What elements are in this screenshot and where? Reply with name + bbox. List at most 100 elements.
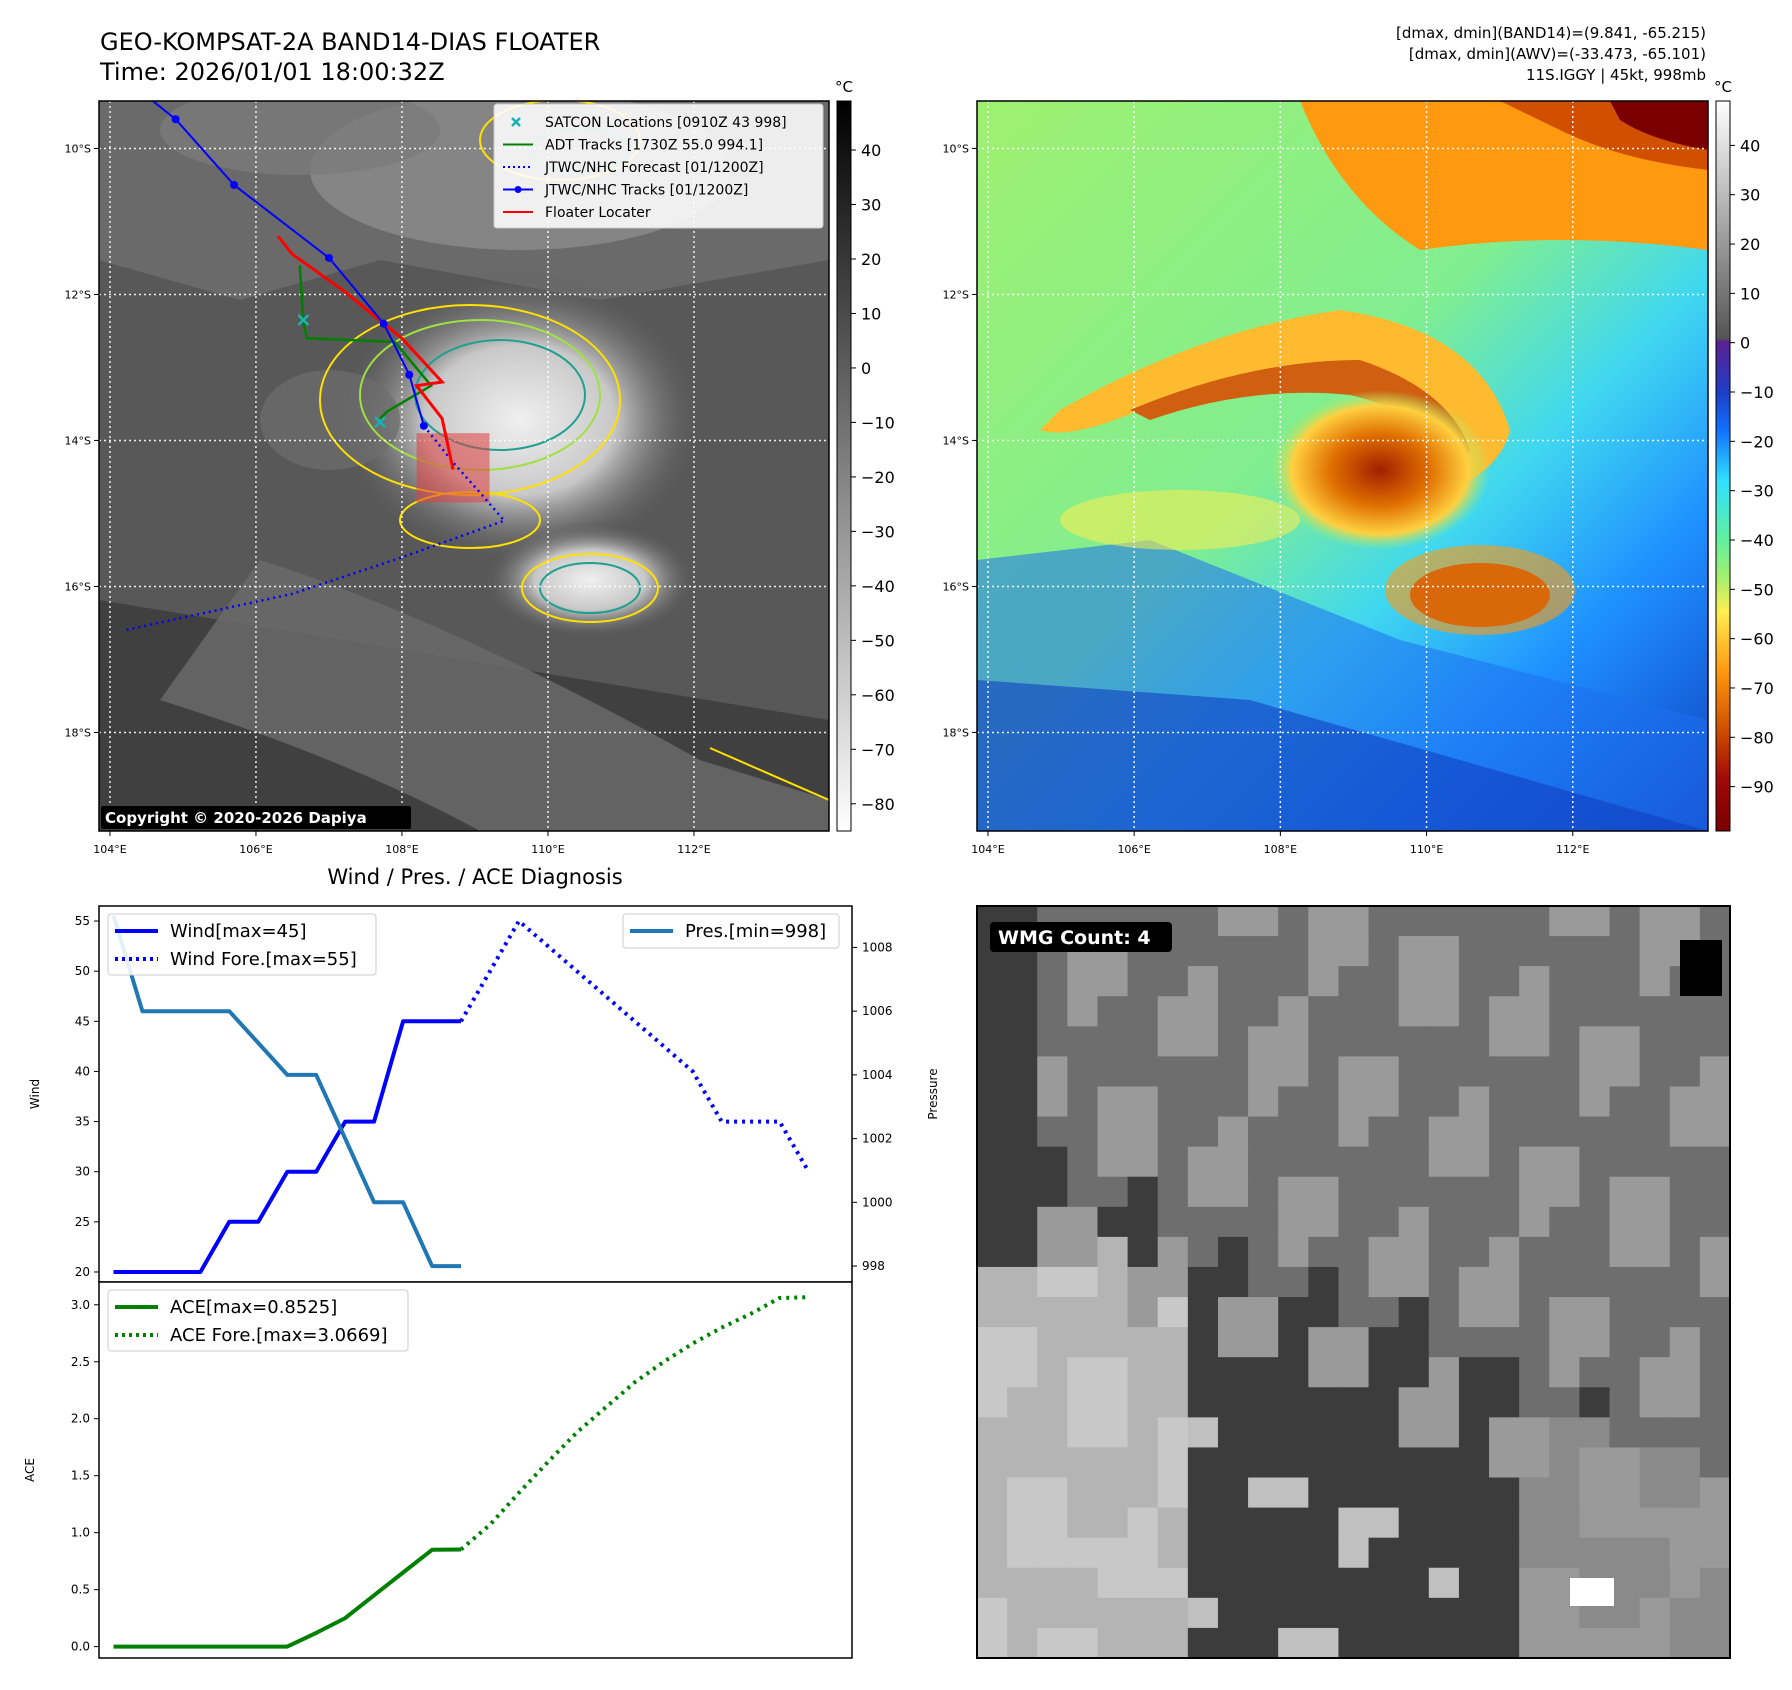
wmg-cell	[1037, 1297, 1068, 1328]
wmg-cell	[1639, 1236, 1671, 1268]
wmg-cell	[1699, 1056, 1731, 1087]
ir-lon-label: 112°E	[677, 843, 710, 856]
wmg-cell	[1217, 1567, 1249, 1599]
wmg-cell	[1398, 1417, 1430, 1448]
wmg-cell	[1699, 1477, 1731, 1509]
pres-lines-line	[111, 915, 461, 1269]
ir-lat-label: 16°S	[65, 580, 91, 593]
wmg-cell	[1519, 1176, 1550, 1208]
info-line-3: 11S.IGGY | 45kt, 998mb	[1526, 66, 1706, 84]
cbarR-ticks-tick-label: −80	[1740, 728, 1774, 747]
wmg-cell	[1308, 1627, 1339, 1659]
wmg-cell	[1368, 996, 1400, 1027]
wmg-cell	[1308, 1086, 1339, 1118]
wmg-cell	[1157, 1597, 1189, 1629]
wv-lon-label: 104°E	[971, 843, 1004, 856]
wmg-cell	[1007, 1627, 1038, 1659]
wmg-cell	[1699, 996, 1731, 1027]
pres-ticks-tick-label: 1006	[862, 1004, 893, 1018]
wmg-cell	[1217, 1026, 1249, 1057]
cbarR-ticks-tick-label: −10	[1740, 383, 1774, 402]
wmg-cell	[1398, 1056, 1430, 1087]
wmg-cell	[1609, 1507, 1641, 1539]
wmg-cell	[1248, 996, 1279, 1027]
wmg-cell	[1368, 1567, 1400, 1599]
wmg-cell	[1489, 1507, 1520, 1539]
wmg-cell	[1067, 966, 1098, 997]
wmg-cell	[1639, 1537, 1671, 1569]
wmg-cell	[1067, 1206, 1098, 1238]
wmg-cell	[1609, 1236, 1641, 1268]
wmg-cell	[1338, 1086, 1370, 1118]
wmg-cell	[1609, 1056, 1641, 1087]
wmg-cell	[1458, 996, 1490, 1027]
wmg-cell	[1489, 1236, 1520, 1268]
wmg-cell	[1248, 1537, 1279, 1569]
wmg-cell	[1368, 1206, 1400, 1238]
satcon-point	[374, 416, 386, 429]
wmg-cell	[1699, 1116, 1731, 1148]
wmg-cell	[1338, 1357, 1370, 1388]
wmg-cell	[1489, 966, 1520, 997]
wmg-cell	[977, 1236, 1008, 1268]
wmg-cell	[1157, 996, 1189, 1027]
wv-lon-label: 110°E	[1410, 843, 1443, 856]
wmg-cell	[1398, 1387, 1430, 1418]
wmg-cell	[1579, 1537, 1611, 1569]
wmg-cell	[1519, 1477, 1550, 1509]
wind-ticks-tick-label: 30	[75, 1165, 90, 1179]
wmg-cell	[1699, 1327, 1731, 1358]
wmg-cell	[1278, 906, 1309, 937]
wmg-cell	[1007, 1026, 1038, 1057]
wmg-cell	[1669, 1417, 1701, 1448]
wmg-cell	[1639, 1026, 1671, 1057]
wmg-cell	[1398, 966, 1430, 997]
wmg-cell	[1037, 1597, 1068, 1629]
ir-axis-ticks: 104°E 106°E 108°E 110°E 112°E 10°S 12°S 14°S 16°…	[65, 142, 711, 856]
wmg-cell	[1248, 1507, 1279, 1539]
wmg-cell	[1037, 1417, 1068, 1448]
wmg-cell	[1609, 1567, 1641, 1599]
wmg-cell	[1639, 1056, 1671, 1087]
wmg-cell	[1458, 906, 1490, 937]
wmg-cell	[1519, 996, 1550, 1027]
wind-ticks-tick-label: 35	[75, 1115, 90, 1129]
wmg-cell	[1338, 966, 1370, 997]
wmg-cell	[1458, 1507, 1490, 1539]
ace-lines-line	[459, 1295, 809, 1552]
wmg-cell	[1489, 1357, 1520, 1388]
wmg-cell	[1217, 1176, 1249, 1208]
wmg-cell	[1549, 1537, 1580, 1569]
wmg-cell	[1278, 1477, 1309, 1509]
wmg-cell	[1368, 1176, 1400, 1208]
wmg-cell	[1579, 936, 1611, 967]
wmg-cell	[1097, 1447, 1129, 1479]
wmg-cell	[1398, 1297, 1430, 1328]
wmg-cell	[1187, 1297, 1219, 1328]
wmg-cell	[1699, 1357, 1731, 1388]
wmg-cell	[1579, 1477, 1611, 1509]
ace-axis: 0.0 0.5 1.0 1.5 2.0 2.5 3.0	[71, 1298, 99, 1654]
cbarR-ticks-tick-label: −90	[1740, 778, 1774, 797]
wmg-cell	[1217, 1387, 1249, 1418]
wmg-cell	[1278, 1627, 1309, 1659]
wmg-cell	[1519, 1236, 1550, 1268]
wmg-cell	[1519, 1327, 1550, 1358]
wmg-cell	[1458, 1146, 1490, 1178]
wmg-cell	[1549, 1297, 1580, 1328]
wmg-cell	[1007, 1537, 1038, 1569]
wmg-cell	[1368, 906, 1400, 937]
wmg-cell	[1037, 1266, 1068, 1298]
wmg-cell	[1609, 1206, 1641, 1238]
wmg-cell	[1489, 1026, 1520, 1057]
wmg-cell	[1669, 1567, 1701, 1599]
wmg-cell	[1489, 1146, 1520, 1178]
wmg-cell	[1368, 1627, 1400, 1659]
pressure-legend: Pres.[min=998]	[622, 913, 840, 949]
ir-lon-label: 104°E	[93, 843, 126, 856]
wmg-cell	[1609, 1327, 1641, 1358]
wmg-cell	[977, 1627, 1008, 1659]
wmg-cell	[1338, 1417, 1370, 1448]
wmg-cell	[1458, 1357, 1490, 1388]
wmg-cell	[1338, 1537, 1370, 1569]
